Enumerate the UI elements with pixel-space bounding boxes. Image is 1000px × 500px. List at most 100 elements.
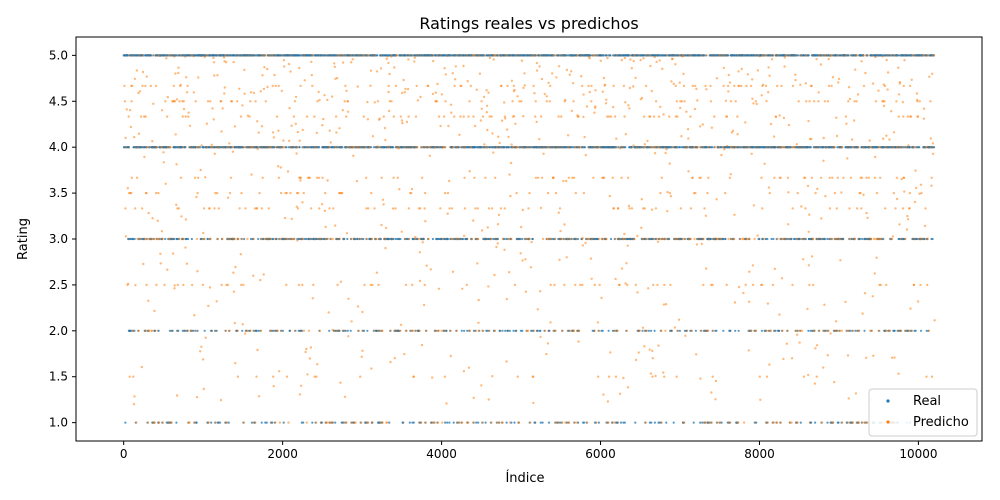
predicho-point: [485, 111, 488, 114]
predicho-point: [481, 115, 485, 118]
predicho-point: [285, 283, 288, 287]
predicho-point: [212, 118, 215, 121]
real-point: [452, 421, 455, 424]
real-point: [547, 421, 551, 424]
predicho-point: [304, 350, 307, 354]
predicho-point: [377, 146, 380, 149]
predicho-point: [264, 54, 267, 57]
predicho-point: [535, 54, 538, 57]
predicho-point: [127, 282, 130, 285]
predicho-point: [407, 207, 411, 210]
real-point: [388, 421, 391, 424]
predicho-point: [229, 176, 233, 179]
predicho-point: [157, 191, 160, 195]
predicho-point: [223, 86, 226, 89]
predicho-point: [311, 297, 314, 300]
predicho-point: [496, 421, 499, 424]
predicho-point: [195, 237, 199, 241]
predicho-point: [562, 237, 566, 241]
predicho-point: [515, 191, 518, 195]
predicho-point: [285, 191, 288, 195]
predicho-point: [414, 235, 417, 239]
real-point: [176, 54, 179, 57]
predicho-point: [695, 87, 698, 91]
predicho-point: [480, 100, 483, 103]
predicho-point: [160, 109, 164, 112]
predicho-point: [394, 207, 397, 210]
predicho-point: [668, 162, 671, 165]
predicho-point: [145, 237, 149, 241]
predicho-point: [602, 393, 605, 396]
predicho-point: [213, 74, 216, 77]
predicho-point: [387, 84, 390, 88]
predicho-point: [123, 84, 126, 88]
predicho-point: [600, 296, 603, 300]
predicho-point: [311, 84, 314, 88]
predicho-point: [257, 395, 261, 398]
predicho-point: [710, 126, 714, 129]
predicho-point: [331, 237, 334, 241]
predicho-point: [593, 283, 596, 287]
real-point: [157, 329, 160, 332]
predicho-point: [623, 232, 626, 236]
predicho-point: [246, 237, 249, 241]
predicho-point: [145, 191, 148, 195]
predicho-point: [505, 360, 508, 363]
predicho-point: [656, 240, 660, 243]
predicho-point: [135, 176, 139, 179]
predicho-point: [500, 119, 504, 122]
real-point: [653, 329, 656, 332]
real-point: [431, 237, 434, 241]
real-point: [694, 329, 698, 332]
predicho-point: [294, 95, 298, 99]
real-point: [392, 237, 395, 241]
predicho-point: [514, 122, 517, 126]
real-point: [534, 421, 537, 424]
predicho-point: [472, 219, 475, 222]
real-point: [408, 421, 411, 424]
predicho-point: [496, 223, 500, 226]
predicho-point: [696, 146, 699, 149]
predicho-point: [614, 237, 617, 241]
predicho-point: [152, 102, 155, 106]
predicho-point: [129, 125, 133, 129]
real-point: [227, 421, 230, 424]
predicho-point: [499, 207, 503, 210]
predicho-point: [267, 207, 270, 210]
predicho-point: [162, 161, 165, 164]
predicho-point: [441, 421, 444, 424]
predicho-point: [176, 283, 179, 287]
predicho-point: [345, 115, 348, 118]
real-point: [260, 421, 263, 424]
predicho-point: [316, 100, 319, 103]
predicho-point: [204, 336, 207, 339]
predicho-point: [340, 191, 344, 195]
predicho-point: [710, 421, 713, 424]
predicho-point: [587, 84, 590, 88]
predicho-point: [655, 237, 658, 241]
predicho-point: [385, 226, 388, 230]
predicho-point: [594, 89, 597, 92]
predicho-point: [225, 61, 228, 64]
predicho-point: [310, 73, 313, 77]
predicho-point: [279, 191, 283, 195]
predicho-point: [526, 329, 530, 332]
predicho-point: [579, 283, 582, 287]
predicho-point: [401, 91, 404, 95]
predicho-point: [151, 140, 154, 143]
predicho-point: [140, 207, 144, 210]
predicho-point: [177, 71, 180, 75]
predicho-point: [185, 91, 189, 94]
real-point: [349, 329, 352, 332]
predicho-point: [413, 56, 416, 59]
real-point: [512, 329, 515, 332]
predicho-point: [321, 124, 324, 127]
predicho-point: [124, 207, 127, 210]
real-point: [288, 329, 291, 332]
predicho-point: [156, 146, 159, 149]
real-point: [218, 421, 222, 424]
predicho-point: [306, 373, 309, 376]
predicho-point: [634, 283, 637, 287]
real-point: [501, 329, 504, 332]
predicho-point: [338, 127, 341, 130]
